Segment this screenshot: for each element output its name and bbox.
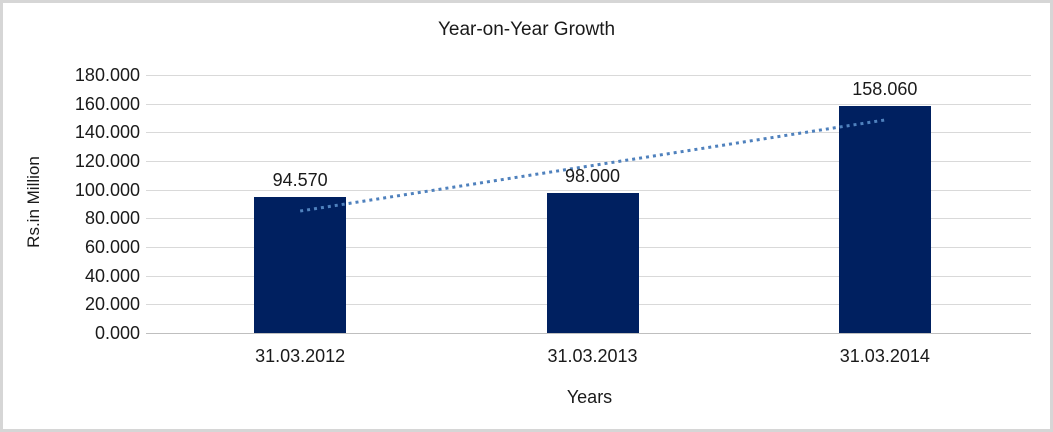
x-axis-title: Years <box>566 387 613 407</box>
y-tick-label: 180.000 <box>74 65 140 85</box>
x-tick-label: 31.03.2013 <box>547 346 638 366</box>
x-tick-label: 31.03.2012 <box>255 346 346 366</box>
bar-value-label: 158.060 <box>852 79 918 99</box>
y-tick-label: 160.000 <box>74 94 140 114</box>
y-tick-label: 60.000 <box>84 237 140 257</box>
bar <box>546 193 639 333</box>
y-tick-label: 40.000 <box>84 266 140 286</box>
x-axis-line <box>146 333 1031 334</box>
bar-value-label: 94.570 <box>272 170 328 190</box>
gridline <box>146 75 1031 76</box>
chart-title: Year-on-Year Growth <box>437 19 616 40</box>
y-tick-label: 140.000 <box>74 122 140 142</box>
x-tick-label: 31.03.2014 <box>839 346 930 366</box>
y-tick-label: 100.000 <box>74 180 140 200</box>
y-tick-label: 0.000 <box>94 323 140 343</box>
y-tick-label: 20.000 <box>84 294 140 314</box>
y-tick-label: 80.000 <box>84 208 140 228</box>
bar-value-label: 98.000 <box>564 166 621 186</box>
y-tick-label: 120.000 <box>74 151 140 171</box>
bar <box>254 197 347 333</box>
gridline <box>146 104 1031 105</box>
labels-layer: 94.570 31.03.2012 98.000 31.03.2013 158.060 3… <box>3 3 1050 429</box>
